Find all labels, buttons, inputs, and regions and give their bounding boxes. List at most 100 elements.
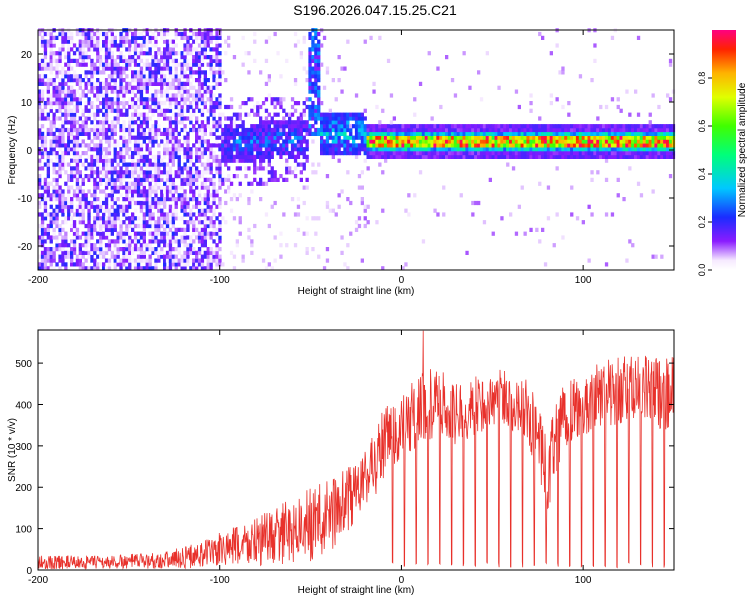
spectrogram-cell (90, 174, 94, 179)
spectrogram-cell (128, 120, 132, 125)
spectrogram-cell (119, 247, 123, 252)
spectrogram-cell (58, 223, 62, 229)
spectrogram-cell (407, 212, 411, 217)
spectrogram-cell (177, 74, 181, 79)
spectrogram-cell (395, 135, 399, 140)
spectrogram-cell (174, 147, 178, 152)
spectrogram-cell (224, 147, 228, 152)
spectrogram-cell (453, 147, 458, 152)
spectrogram-cell (346, 127, 350, 133)
spectrogram-cell (104, 51, 109, 56)
spectrogram-cell (136, 127, 141, 133)
spectrogram-cell (232, 216, 237, 221)
spectrogram-cell (107, 147, 112, 152)
spectrogram-cell (177, 143, 181, 148)
spectrogram-cell (110, 193, 114, 198)
spectrogram-cell (119, 154, 123, 159)
spectrogram-cell (212, 151, 216, 156)
spectrogram-cell (607, 143, 612, 148)
spectrogram-cell (72, 135, 77, 140)
spectrogram-cell (238, 112, 242, 117)
spectrogram-cell (102, 208, 106, 213)
spectrogram-cell (215, 104, 219, 110)
spectrogram-cell (436, 124, 440, 129)
spectrogram-cell (133, 51, 138, 56)
spectrogram-cell (267, 223, 271, 229)
spectrogram-cell (55, 85, 59, 90)
spectrogram-cell (195, 254, 199, 259)
spectrogram-cell (93, 85, 97, 90)
spectrogram-cell (93, 104, 97, 110)
spectrogram-cell (99, 170, 103, 175)
spectrogram-cell (84, 55, 88, 60)
spectrogram-cell (503, 135, 507, 140)
spectrogram-cell (235, 139, 239, 144)
spectrogram-cell (46, 66, 50, 71)
spectrogram-cell (581, 131, 585, 136)
spectrogram-cell (509, 135, 513, 140)
spectrogram-cell (46, 154, 50, 159)
spectrogram-cell (433, 127, 437, 133)
spectrogram-cell (203, 139, 207, 144)
spectrogram-cell (366, 166, 370, 171)
spectrogram-cell (215, 166, 219, 171)
spectrogram-cell (410, 124, 414, 129)
spectrogram-cell (494, 154, 498, 159)
spectrogram-cell (256, 151, 260, 156)
spectrogram-cell (360, 120, 364, 125)
spectrogram-cell (58, 200, 62, 206)
spectrogram-cell (337, 78, 341, 83)
spectrogram-cell (285, 131, 289, 136)
spectrogram-cell (305, 177, 309, 182)
spectrogram-cell (145, 51, 149, 56)
spectrogram-cell (203, 193, 207, 198)
spectrogram-cell (584, 143, 588, 148)
spectrogram-cell (256, 108, 260, 113)
spectrogram-cell (189, 154, 193, 159)
spectrogram-cell (90, 227, 94, 232)
spectrogram-cell (145, 158, 149, 163)
spectrogram-cell (203, 208, 207, 213)
spectrogram-cell (165, 177, 170, 182)
spectrogram-cell (631, 131, 635, 136)
spectrogram-cell (238, 220, 242, 225)
spectrogram-cell (163, 81, 167, 86)
spectrogram-cell (308, 108, 312, 113)
spectrogram-cell (259, 151, 263, 156)
spectrogram-cell (462, 135, 466, 140)
spectrogram-cell (52, 197, 56, 202)
spectrogram-cell (104, 258, 109, 263)
spectrogram-cell (552, 139, 556, 144)
spectrogram-cell (40, 116, 45, 121)
spectrogram-cell (183, 200, 187, 206)
spectrogram-cell (311, 55, 315, 60)
spectrogram-cell (212, 101, 216, 106)
spectrogram-cell (119, 85, 123, 90)
spectrogram-cell (203, 235, 207, 240)
spectrogram-cell (642, 151, 646, 156)
spectrogram-cell (128, 104, 132, 110)
spectrogram-cell (125, 189, 129, 194)
spectrogram-cell (256, 124, 260, 129)
spectrogram-cell (195, 135, 199, 140)
spectrogram-cell (322, 266, 327, 271)
spectrogram-cell (206, 185, 210, 190)
spectrogram-cell (183, 116, 187, 121)
spectrogram-cell (43, 266, 48, 271)
spectrogram-cell (55, 208, 59, 213)
spectrogram-cell (189, 250, 193, 255)
spectrogram-cell (500, 216, 504, 221)
spectrogram-cell (575, 154, 580, 159)
spectrogram-cell (72, 74, 77, 79)
spectrogram-cell (616, 151, 620, 156)
spectrogram-cell (186, 66, 190, 71)
spectrogram-cell (61, 47, 65, 52)
spectrogram-cell (209, 101, 213, 106)
spectrogram-cell (125, 81, 129, 86)
spectrogram-cell (317, 97, 321, 102)
spectrogram-cell (636, 154, 641, 159)
colorbar-tick-label: 0.6 (697, 120, 707, 133)
spectrogram-cell (215, 97, 219, 102)
spectrogram-cell (296, 124, 301, 129)
spectrogram-cell (61, 74, 65, 79)
